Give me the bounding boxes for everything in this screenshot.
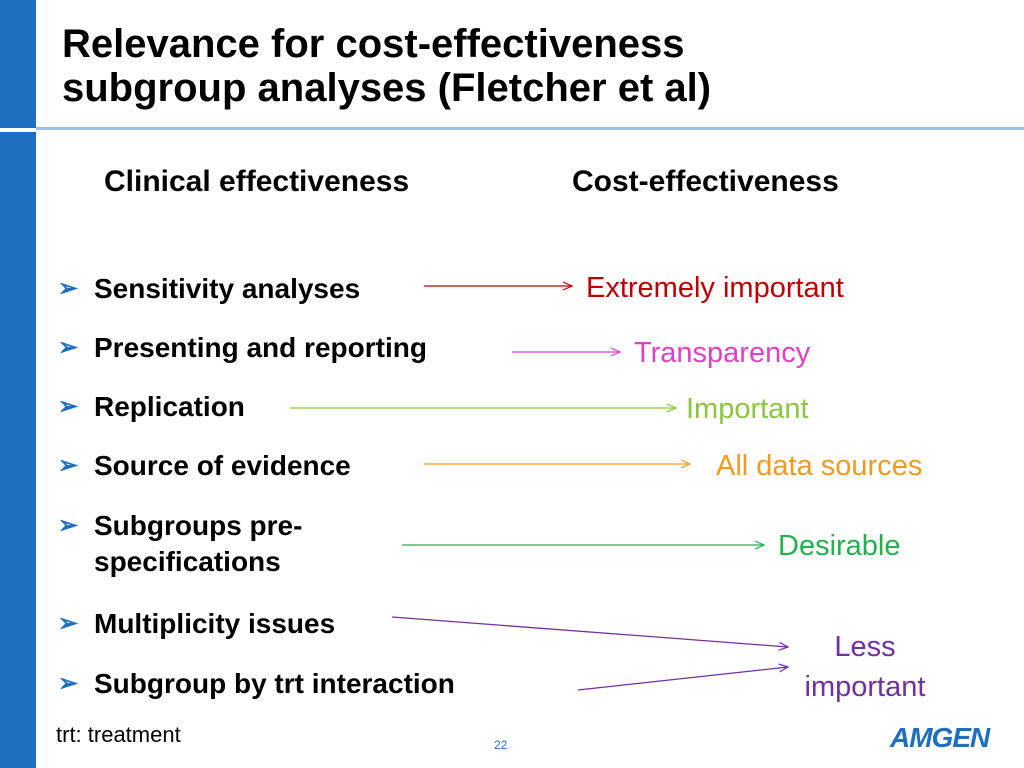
bullet-label: Replication xyxy=(94,391,245,422)
outcome-label: Transparency xyxy=(634,337,811,369)
title-line-1: Relevance for cost-effectiveness xyxy=(62,22,685,66)
bullet-arrow-icon: ➢ xyxy=(58,393,79,420)
bullet-label: Source of evidence xyxy=(94,450,351,481)
column-header-cost: Cost-effectiveness xyxy=(572,165,839,198)
bullet-arrow-icon: ➢ xyxy=(58,670,79,697)
arrow-multiplicity xyxy=(391,616,788,647)
footnote: trt: treatment xyxy=(56,722,181,747)
bullet-label: Subgroups pre- specifications xyxy=(94,508,302,580)
page-number: 22 xyxy=(494,738,508,752)
outcome-label: Important xyxy=(686,393,809,425)
outcome-label: Extremely important xyxy=(586,272,844,304)
outcome-label: Less important xyxy=(790,627,940,707)
bullet-arrow-icon: ➢ xyxy=(58,512,79,539)
bullet-arrow-icon: ➢ xyxy=(58,452,79,479)
side-bar-notch xyxy=(0,128,36,132)
bullet-label: Presenting and reporting xyxy=(94,332,427,363)
outcome-label-line-2: important xyxy=(804,671,926,703)
bullet-label: Subgroup by trt interaction xyxy=(94,668,455,699)
title-line-2: subgroup analyses (Fletcher et al) xyxy=(62,66,712,110)
page-title: Relevance for cost-effectiveness subgrou… xyxy=(62,22,711,110)
bullet-label: Sensitivity analyses xyxy=(94,273,361,304)
amgen-logo: AMGEN xyxy=(890,722,990,753)
outcome-label-line-1: Less xyxy=(834,631,896,663)
bullet-label-line-2: specifications xyxy=(94,546,281,577)
column-header-clinical: Clinical effectiveness xyxy=(104,165,410,198)
title-divider xyxy=(36,127,1024,130)
outcome-label: All data sources xyxy=(716,450,923,482)
bullet-label-line-1: Subgroups pre- xyxy=(94,510,303,541)
outcome-label: Desirable xyxy=(778,530,901,562)
bullet-arrow-icon: ➢ xyxy=(58,275,79,302)
arrow-interaction xyxy=(577,667,788,691)
bullet-arrow-icon: ➢ xyxy=(58,334,79,361)
bullet-label: Multiplicity issues xyxy=(94,608,336,639)
bullet-arrow-icon: ➢ xyxy=(58,610,79,637)
